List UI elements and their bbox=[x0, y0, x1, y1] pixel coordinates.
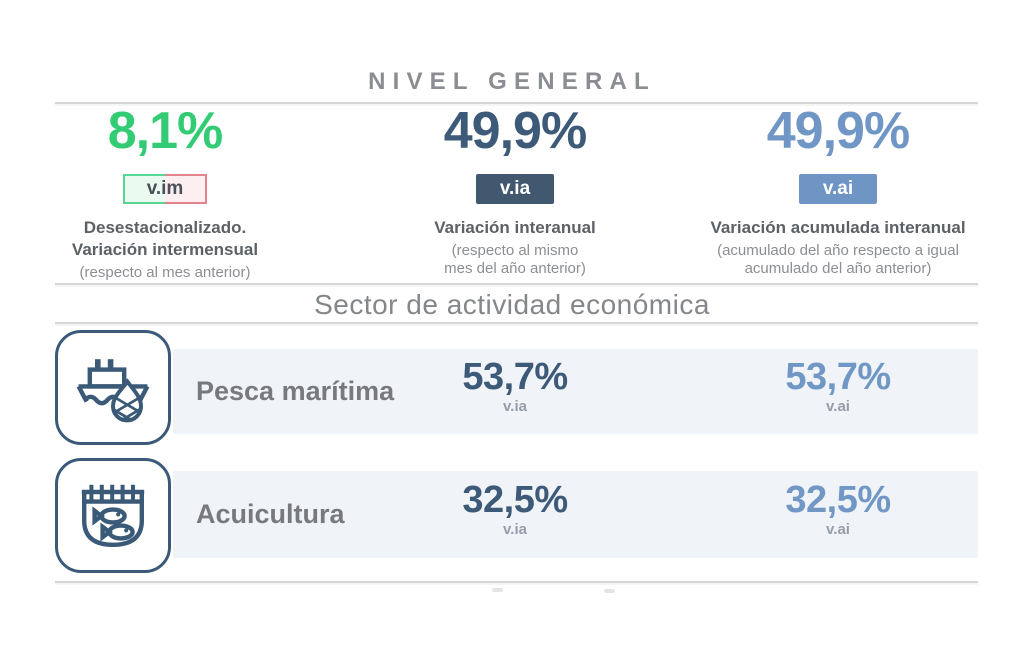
vim-badge-green-half bbox=[123, 174, 165, 204]
row-via-value-block: 32,5% v.ia bbox=[435, 480, 595, 538]
row-label: Acuicultura bbox=[196, 499, 345, 529]
cropped-text-remnant bbox=[604, 589, 615, 593]
section-divider-top bbox=[55, 283, 978, 285]
row-panel bbox=[173, 349, 978, 434]
header-divider bbox=[55, 102, 978, 104]
page-title: NIVEL GENERAL bbox=[368, 68, 656, 95]
row-via-value-block: 53,7% v.ia bbox=[435, 357, 595, 415]
kpi-description: Variación acumulada interanual bbox=[710, 218, 966, 237]
row-vai-value: 53,7% bbox=[785, 356, 891, 398]
vai-badge: v.ai bbox=[799, 174, 877, 204]
kpi-acumulada: 49,9% v.ai Variación acumulada interanua… bbox=[688, 104, 988, 278]
kpi-note: (respecto al mismo mes del año anterior) bbox=[444, 241, 586, 278]
fishing-boat-icon bbox=[55, 330, 171, 445]
kpi-description: Desestacionalizado. Variación intermensu… bbox=[71, 218, 259, 259]
row-vai-value-block: 32,5% v.ai bbox=[758, 480, 918, 538]
row-label: Pesca marítima bbox=[196, 376, 395, 406]
section-divider-bottom bbox=[55, 322, 978, 324]
row-vai-value-block: 53,7% v.ai bbox=[758, 357, 918, 415]
kpi-value: 49,9% bbox=[766, 102, 910, 160]
kpi-note: (respecto al mes anterior) bbox=[79, 263, 251, 281]
cropped-text-remnant bbox=[492, 588, 503, 592]
kpi-intermensual: 8,1% v.im Desestacionalizado. Variación … bbox=[15, 104, 315, 282]
aquaculture-icon bbox=[55, 458, 171, 573]
kpi-description: Variación interanual bbox=[434, 218, 596, 237]
vim-badge-red-half bbox=[165, 174, 207, 204]
kpi-value: 8,1% bbox=[107, 102, 224, 160]
kpi-value: 49,9% bbox=[443, 102, 587, 160]
section-title: Sector de actividad económica bbox=[314, 289, 710, 320]
row-vai-value: 32,5% bbox=[785, 479, 891, 521]
row-vai-tag: v.ai bbox=[826, 521, 850, 538]
vim-badge: v.im bbox=[123, 174, 207, 204]
kpi-interanual: 49,9% v.ia Variación interanual (respect… bbox=[365, 104, 665, 278]
via-badge: v.ia bbox=[476, 174, 554, 204]
row-via-value: 32,5% bbox=[462, 479, 568, 521]
row-panel bbox=[173, 471, 978, 558]
row-via-tag: v.ia bbox=[503, 521, 527, 538]
row-vai-tag: v.ai bbox=[826, 398, 850, 415]
row-via-tag: v.ia bbox=[503, 398, 527, 415]
row-via-value: 53,7% bbox=[462, 356, 568, 398]
kpi-note: (acumulado del año respecto a igual acum… bbox=[717, 241, 959, 278]
bottom-divider bbox=[55, 581, 978, 583]
